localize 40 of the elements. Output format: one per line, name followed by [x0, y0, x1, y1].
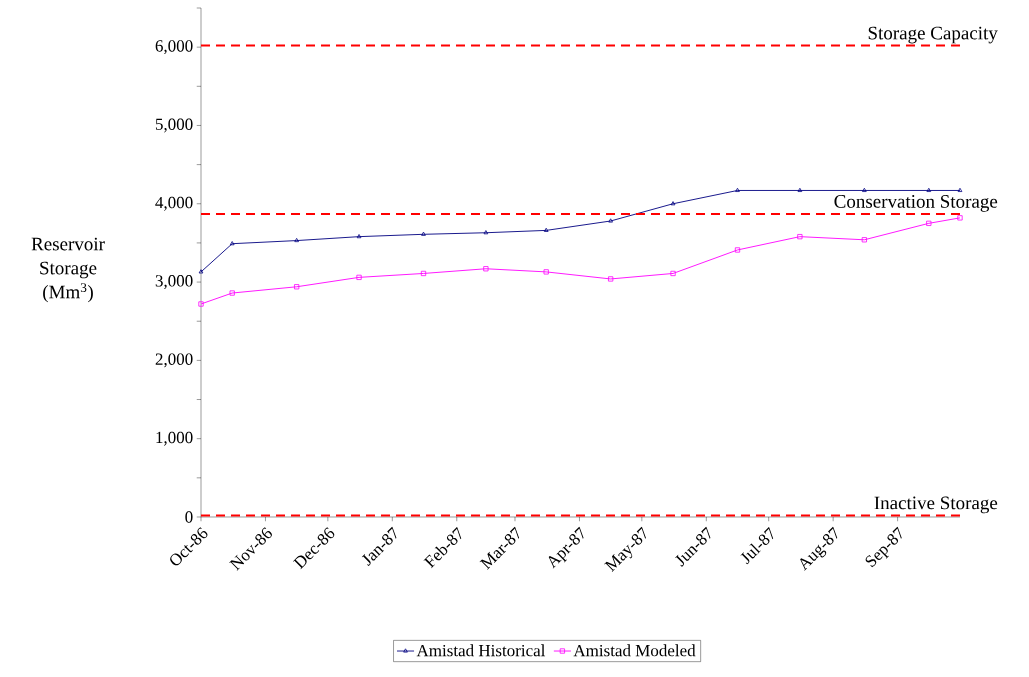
- ref-line-label: Inactive Storage: [874, 496, 998, 514]
- point: [735, 187, 740, 192]
- point: [861, 237, 867, 243]
- point: [420, 270, 427, 277]
- point: [862, 187, 867, 192]
- point: [670, 201, 676, 206]
- point: [483, 230, 489, 235]
- point: [229, 241, 235, 246]
- point: [543, 269, 549, 275]
- y-axis-title: Reservoir Storage (Mm$^{3}$): [31, 237, 105, 303]
- point: [926, 187, 932, 192]
- point: [797, 187, 803, 192]
- point: [198, 301, 204, 307]
- point: [734, 247, 741, 253]
- ref-line-label: Conservation Storage: [834, 195, 998, 212]
- point: [294, 237, 299, 243]
- point: [608, 218, 613, 223]
- point: [957, 215, 963, 221]
- point: [608, 276, 614, 282]
- point: [543, 227, 549, 232]
- point: [294, 284, 300, 290]
- point: [483, 266, 489, 272]
- point: [356, 274, 362, 280]
- y-tick-label: 1,000: [156, 431, 193, 446]
- y-tick-label: 6,000: [155, 40, 193, 55]
- line-series: [198, 215, 963, 307]
- point: [356, 234, 362, 239]
- point: [670, 270, 676, 277]
- y-tick-label: 2,000: [155, 353, 193, 368]
- point: [926, 220, 932, 226]
- y-tick-label: 0: [185, 511, 193, 523]
- ref-line-label: Storage Capacity: [868, 26, 998, 44]
- y-tick-label: 3,000: [155, 275, 193, 290]
- y-tick-label: 4,000: [155, 196, 193, 211]
- legend-label: Amistad Modeled: [573, 644, 696, 657]
- y-tick-label: 5,000: [155, 118, 193, 133]
- point: [421, 231, 426, 236]
- point: [797, 234, 803, 240]
- point: [229, 290, 235, 296]
- legend-label: Amistad Historical: [416, 644, 546, 657]
